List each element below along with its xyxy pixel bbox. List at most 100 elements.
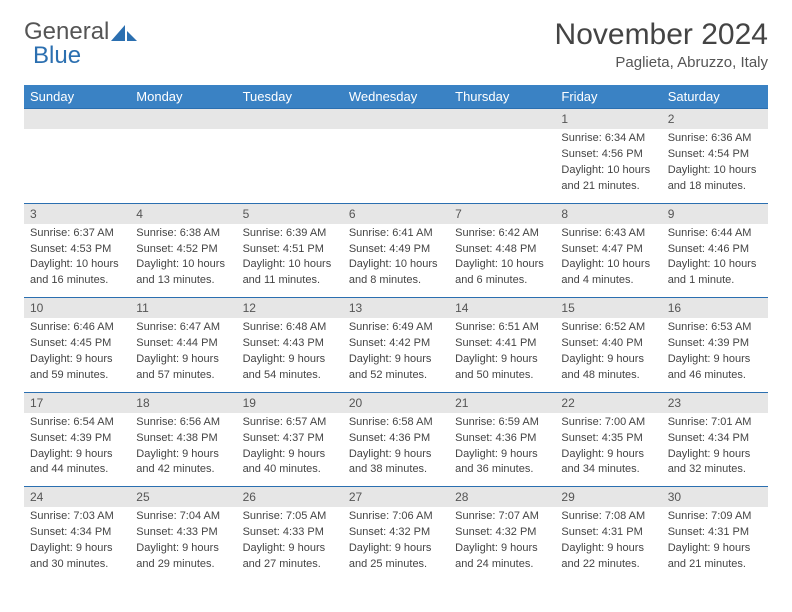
day-number-cell: 5	[237, 203, 343, 224]
day-content-cell: Sunrise: 7:08 AMSunset: 4:31 PMDaylight:…	[555, 507, 661, 580]
daylight-text-2: and 59 minutes.	[30, 368, 124, 383]
sunrise-text: Sunrise: 6:59 AM	[455, 415, 549, 430]
day-content-cell: Sunrise: 7:01 AMSunset: 4:34 PMDaylight:…	[662, 413, 768, 487]
day-content-cell	[24, 129, 130, 203]
sunrise-text: Sunrise: 6:41 AM	[349, 226, 443, 241]
sunset-text: Sunset: 4:41 PM	[455, 336, 549, 351]
sunset-text: Sunset: 4:47 PM	[561, 242, 655, 257]
daylight-text-1: Daylight: 9 hours	[349, 447, 443, 462]
sunrise-text: Sunrise: 7:04 AM	[136, 509, 230, 524]
daylight-text-1: Daylight: 9 hours	[30, 352, 124, 367]
sunset-text: Sunset: 4:39 PM	[30, 431, 124, 446]
sunset-text: Sunset: 4:33 PM	[243, 525, 337, 540]
sunset-text: Sunset: 4:51 PM	[243, 242, 337, 257]
daylight-text-2: and 29 minutes.	[136, 557, 230, 572]
sunset-text: Sunset: 4:31 PM	[561, 525, 655, 540]
day-content-cell: Sunrise: 6:48 AMSunset: 4:43 PMDaylight:…	[237, 318, 343, 392]
day-number-cell: 28	[449, 487, 555, 508]
sunrise-text: Sunrise: 6:49 AM	[349, 320, 443, 335]
day-header: Monday	[130, 85, 236, 109]
daylight-text-1: Daylight: 9 hours	[349, 541, 443, 556]
sunset-text: Sunset: 4:46 PM	[668, 242, 762, 257]
day-number-cell: 16	[662, 298, 768, 319]
logo-text-blue: Blue	[33, 42, 81, 70]
day-content-cell	[130, 129, 236, 203]
sunrise-text: Sunrise: 6:37 AM	[30, 226, 124, 241]
day-content-cell: Sunrise: 7:04 AMSunset: 4:33 PMDaylight:…	[130, 507, 236, 580]
day-content-cell: Sunrise: 7:07 AMSunset: 4:32 PMDaylight:…	[449, 507, 555, 580]
daylight-text-1: Daylight: 9 hours	[561, 541, 655, 556]
daylight-text-2: and 22 minutes.	[561, 557, 655, 572]
sunrise-text: Sunrise: 7:03 AM	[30, 509, 124, 524]
day-content-cell: Sunrise: 6:37 AMSunset: 4:53 PMDaylight:…	[24, 224, 130, 298]
daylight-text-1: Daylight: 9 hours	[136, 352, 230, 367]
sunset-text: Sunset: 4:48 PM	[455, 242, 549, 257]
day-content-cell	[449, 129, 555, 203]
sunrise-text: Sunrise: 6:54 AM	[30, 415, 124, 430]
day-number-cell: 24	[24, 487, 130, 508]
daylight-text-1: Daylight: 9 hours	[349, 352, 443, 367]
day-header-row: Sunday Monday Tuesday Wednesday Thursday…	[24, 85, 768, 109]
day-number-cell	[343, 109, 449, 130]
daylight-text-1: Daylight: 9 hours	[561, 352, 655, 367]
sunrise-text: Sunrise: 6:34 AM	[561, 131, 655, 146]
sunrise-text: Sunrise: 7:09 AM	[668, 509, 762, 524]
day-header: Tuesday	[237, 85, 343, 109]
sunset-text: Sunset: 4:40 PM	[561, 336, 655, 351]
daylight-text-1: Daylight: 9 hours	[455, 352, 549, 367]
sunset-text: Sunset: 4:34 PM	[30, 525, 124, 540]
content-row: Sunrise: 6:34 AMSunset: 4:56 PM Daylight:…	[24, 129, 768, 203]
daynum-row: 10111213141516	[24, 298, 768, 319]
day-content-cell	[343, 129, 449, 203]
sunrise-text: Sunrise: 6:48 AM	[243, 320, 337, 335]
sunrise-text: Sunrise: 6:42 AM	[455, 226, 549, 241]
daylight-text-2: and 24 minutes.	[455, 557, 549, 572]
daylight-text-1: Daylight: 10 hours	[455, 257, 549, 272]
sunrise-text: Sunrise: 6:38 AM	[136, 226, 230, 241]
sunset-text: Sunset: 4:31 PM	[668, 525, 762, 540]
day-number-cell: 7	[449, 203, 555, 224]
sunset-text: Sunset: 4:38 PM	[136, 431, 230, 446]
daylight-text-1: Daylight: 9 hours	[455, 447, 549, 462]
daylight-text-1: Daylight: 10 hours	[668, 163, 762, 178]
daylight-text-2: and 16 minutes.	[30, 273, 124, 288]
day-content-cell: Sunrise: 6:58 AMSunset: 4:36 PMDaylight:…	[343, 413, 449, 487]
day-number-cell: 26	[237, 487, 343, 508]
day-number-cell: 13	[343, 298, 449, 319]
sunset-text: Sunset: 4:42 PM	[349, 336, 443, 351]
day-content-cell: Sunrise: 7:05 AMSunset: 4:33 PMDaylight:…	[237, 507, 343, 580]
daylight-text-2: and 36 minutes.	[455, 462, 549, 477]
sunset-text: Sunset: 4:56 PM	[561, 147, 655, 162]
daylight-text-1: Daylight: 10 hours	[243, 257, 337, 272]
daynum-row: 24252627282930	[24, 487, 768, 508]
day-number-cell: 20	[343, 392, 449, 413]
sunset-text: Sunset: 4:53 PM	[30, 242, 124, 257]
daynum-row: 3456789	[24, 203, 768, 224]
content-row: Sunrise: 6:37 AMSunset: 4:53 PM Daylight:…	[24, 224, 768, 298]
daylight-text-1: Daylight: 10 hours	[136, 257, 230, 272]
sunrise-text: Sunrise: 6:39 AM	[243, 226, 337, 241]
daylight-text-2: and 54 minutes.	[243, 368, 337, 383]
sunset-text: Sunset: 4:33 PM	[136, 525, 230, 540]
sunset-text: Sunset: 4:54 PM	[668, 147, 762, 162]
day-content-cell: Sunrise: 7:00 AMSunset: 4:35 PMDaylight:…	[555, 413, 661, 487]
sunrise-text: Sunrise: 7:08 AM	[561, 509, 655, 524]
day-content-cell: Sunrise: 6:39 AMSunset: 4:51 PMDaylight:…	[237, 224, 343, 298]
sunrise-text: Sunrise: 6:53 AM	[668, 320, 762, 335]
daylight-text-1: Daylight: 9 hours	[668, 447, 762, 462]
day-number-cell: 2	[662, 109, 768, 130]
daylight-text-2: and 11 minutes.	[243, 273, 337, 288]
daylight-text-2: and 27 minutes.	[243, 557, 337, 572]
day-number-cell	[130, 109, 236, 130]
sunset-text: Sunset: 4:49 PM	[349, 242, 443, 257]
day-content-cell: Sunrise: 6:56 AMSunset: 4:38 PMDaylight:…	[130, 413, 236, 487]
day-number-cell: 23	[662, 392, 768, 413]
daylight-text-2: and 13 minutes.	[136, 273, 230, 288]
day-content-cell: Sunrise: 6:59 AMSunset: 4:36 PMDaylight:…	[449, 413, 555, 487]
sunset-text: Sunset: 4:39 PM	[668, 336, 762, 351]
daylight-text-1: Daylight: 9 hours	[668, 352, 762, 367]
content-row: Sunrise: 7:03 AMSunset: 4:34 PM Daylight:…	[24, 507, 768, 580]
sunset-text: Sunset: 4:44 PM	[136, 336, 230, 351]
daylight-text-1: Daylight: 9 hours	[243, 541, 337, 556]
sunrise-text: Sunrise: 7:07 AM	[455, 509, 549, 524]
